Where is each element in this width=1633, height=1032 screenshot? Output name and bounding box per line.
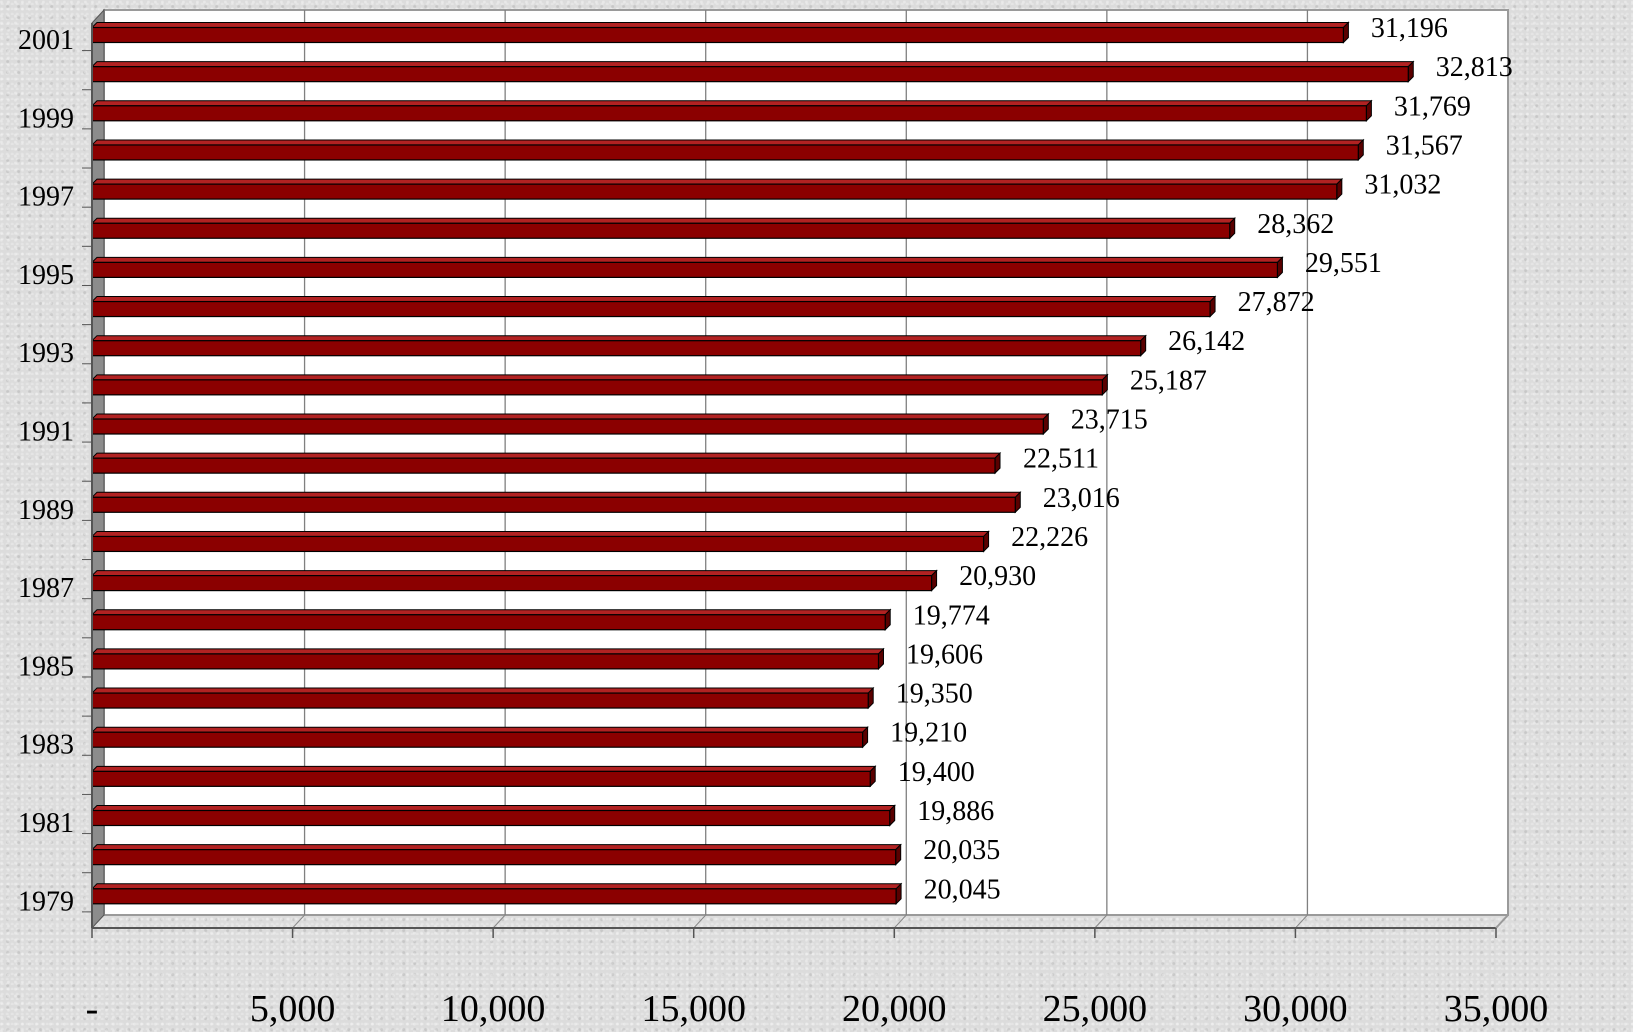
gridline-floor [693,914,707,929]
data-label: 25,187 [1130,365,1207,396]
gridline-floor [292,914,305,929]
bar [91,731,864,748]
bar-top [90,570,938,577]
bar-top [90,139,1365,146]
bar [91,340,1142,357]
bar-top [90,609,892,616]
category-label: 2001 [18,25,74,56]
bar [91,614,886,631]
data-label: 29,551 [1305,248,1382,279]
x-tick-label: 20,000 [842,988,947,1027]
category-label: 1993 [18,338,74,369]
x-tick-label: 5,000 [250,988,336,1027]
data-label: 19,400 [898,757,975,788]
bar-top [90,413,1050,420]
bar [91,418,1044,435]
bar-top [90,217,1236,224]
bar-top [90,726,869,733]
data-label: 22,511 [1023,444,1099,475]
x-tick-label: 25,000 [1043,988,1148,1027]
category-label: 1995 [18,260,74,291]
category-label: 1991 [18,417,74,448]
bar [91,849,897,866]
bar [91,222,1231,239]
data-label: 27,872 [1238,287,1315,318]
bar [91,379,1103,396]
data-label: 32,813 [1436,52,1513,83]
bar [91,809,891,827]
gridline-floor [1295,914,1308,929]
gridline-floor [893,914,907,929]
x-tick-label: - [86,988,99,1027]
gridline-floor [492,914,506,929]
bar-top [90,22,1350,28]
bar [91,770,871,787]
data-label: 19,350 [896,679,973,710]
bar-top [90,256,1284,263]
x-tick-label: 30,000 [1243,988,1348,1027]
bar-top [90,765,877,772]
bar-top [90,805,896,811]
data-label: 31,769 [1394,91,1471,122]
data-label: 23,715 [1071,405,1148,436]
bar [91,457,996,474]
bar-top [90,491,1022,498]
category-label: 1997 [18,182,74,213]
bar [91,888,897,905]
data-label: 20,930 [959,561,1036,592]
bar-top [90,844,902,851]
data-label: 19,606 [906,639,983,670]
x-tick-label: 15,000 [641,988,746,1027]
bar-top [90,178,1344,185]
bar [91,261,1279,278]
bar-top [90,61,1415,68]
x-tick-label: 10,000 [441,988,546,1027]
data-label: 31,196 [1371,13,1448,44]
bar-top [90,530,990,537]
bar [91,26,1345,44]
bar [91,105,1367,122]
data-label: 26,142 [1168,326,1245,357]
category-label: 1999 [18,103,74,134]
bar-top [90,883,903,890]
data-label: 22,226 [1011,522,1088,553]
bar-top [90,374,1109,381]
bar [91,653,880,670]
x-axis-depth [1495,914,1509,929]
category-label: 1985 [18,651,74,682]
data-label: 19,886 [917,796,994,827]
category-label: 1987 [18,573,74,604]
bar-top [90,452,1002,459]
bar [91,66,1409,83]
data-label: 20,035 [923,835,1000,866]
bar [91,144,1359,161]
bar [91,574,933,592]
category-label: 1979 [18,886,74,917]
x-tick-label: 35,000 [1444,988,1549,1027]
data-label: 31,032 [1364,170,1441,201]
bar-top [90,296,1217,303]
bar [91,496,1016,513]
gridline-floor [1094,914,1108,929]
data-label: 19,774 [913,600,990,631]
bar-top [90,100,1373,107]
category-label: 1989 [18,495,74,526]
bar [91,692,869,709]
bar [91,535,985,553]
data-label: 31,567 [1386,130,1463,161]
bar-top [90,648,885,655]
bar-top [90,335,1147,342]
data-label: 20,045 [924,874,1001,905]
bar [91,300,1211,318]
data-label: 23,016 [1043,483,1120,514]
category-label: 1981 [18,808,74,839]
bar-top [90,687,875,694]
data-label: 28,362 [1257,209,1334,240]
bar [91,183,1338,200]
data-label: 19,210 [890,718,967,749]
category-label: 1983 [18,730,74,761]
